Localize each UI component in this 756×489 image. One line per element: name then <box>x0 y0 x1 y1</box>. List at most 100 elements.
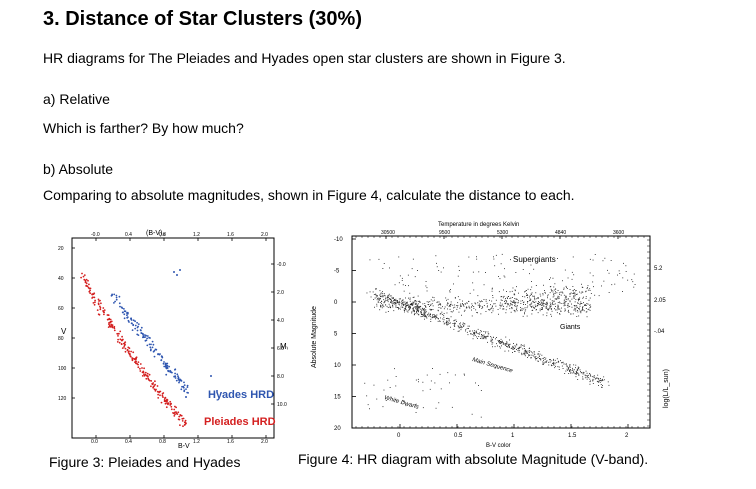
fig4-star <box>401 304 403 306</box>
fig4-star <box>503 308 505 310</box>
fig4-star <box>421 316 423 317</box>
fig4-star <box>447 372 449 374</box>
fig4-star <box>512 301 513 303</box>
fig4-star <box>569 366 571 368</box>
fig4-star <box>476 258 478 260</box>
fig4-star <box>508 350 510 352</box>
fig4-star <box>432 317 434 318</box>
fig4-star <box>415 302 417 304</box>
fig4-star <box>434 299 435 301</box>
fig4-star <box>501 253 503 255</box>
fig4-star <box>436 266 438 268</box>
fig4-star <box>495 305 497 307</box>
pleiades-star <box>126 349 129 352</box>
fig4-star <box>390 299 392 301</box>
fig4-star <box>505 300 507 302</box>
fig4-star <box>435 407 437 409</box>
fig4-star <box>517 348 519 349</box>
fig4-star <box>385 400 387 401</box>
fig4-star <box>467 334 469 336</box>
fig4-star <box>546 312 548 314</box>
pleiades-star <box>94 299 96 302</box>
fig4-star <box>388 303 390 305</box>
fig4-star <box>447 308 448 310</box>
fig4-star <box>509 343 511 345</box>
hyades-star <box>178 381 180 384</box>
fig4-star <box>402 300 403 302</box>
fig4-y-tick-label: 0 <box>334 300 338 306</box>
fig4-star <box>556 358 558 360</box>
fig4-star <box>373 294 375 295</box>
fig4-star <box>499 341 501 343</box>
fig4-star <box>522 315 524 317</box>
fig4-star <box>448 318 450 319</box>
fig4-star <box>387 298 389 300</box>
fig4-star <box>512 287 514 289</box>
fig4-star <box>535 309 537 311</box>
fig4-star <box>495 338 496 340</box>
fig4-star <box>514 289 516 291</box>
fig4-star <box>466 306 467 308</box>
hyades-star <box>176 274 178 276</box>
fig4-star <box>577 369 579 371</box>
hyades-star <box>173 271 175 273</box>
fig4-star <box>395 376 397 377</box>
fig4-star <box>440 388 442 390</box>
fig4-star <box>524 310 526 312</box>
fig4-star <box>549 298 551 300</box>
fig4-star <box>531 351 532 353</box>
pleiades-star <box>103 309 106 311</box>
fig4-star <box>503 289 504 291</box>
fig4-star <box>600 379 602 381</box>
fig4-star <box>501 341 503 343</box>
fig4-star <box>425 315 427 317</box>
fig4-star <box>535 285 537 286</box>
fig4-x-tick-label: 0.5 <box>454 433 463 439</box>
fig4-star <box>425 285 427 287</box>
fig4-star <box>419 307 420 309</box>
fig4-star <box>520 307 521 308</box>
fig4-star <box>577 311 579 313</box>
fig4-star <box>453 320 455 322</box>
fig4-star <box>422 314 424 316</box>
fig4-star <box>488 309 489 311</box>
hyades-star <box>183 390 186 393</box>
fig4-star <box>463 326 465 327</box>
pleiades-star <box>103 313 105 316</box>
fig4-star <box>498 340 499 342</box>
fig4-star <box>423 310 425 312</box>
fig4-star <box>557 360 559 362</box>
fig4-star <box>443 316 445 318</box>
fig4-star <box>501 345 502 347</box>
fig4-star <box>452 323 454 324</box>
fig4-star <box>404 307 406 309</box>
fig4-star <box>550 305 552 307</box>
fig4-star <box>514 302 516 304</box>
fig4-star <box>585 291 587 293</box>
fig4-star <box>552 359 554 361</box>
fig4-star <box>425 306 427 308</box>
hyades-star <box>126 314 128 317</box>
fig4-star <box>498 276 499 277</box>
fig4-star <box>553 300 555 302</box>
fig4-star <box>539 310 541 312</box>
fig4-star <box>553 364 555 366</box>
fig4-star <box>594 294 596 296</box>
fig4-star <box>379 302 381 303</box>
fig4-star <box>535 292 537 294</box>
fig4-star <box>383 299 385 301</box>
fig4-star <box>531 302 533 304</box>
fig4-star <box>530 303 532 305</box>
fig4-star <box>515 346 517 348</box>
fig4-star <box>578 367 580 369</box>
fig4-star <box>451 311 453 313</box>
fig4-star <box>423 313 425 314</box>
fig4-star <box>539 353 541 355</box>
fig4-star <box>557 366 559 368</box>
fig4-star <box>410 306 411 308</box>
hyades-star <box>175 379 178 382</box>
fig4-y-axis-label: Absolute Magnitude <box>311 306 318 368</box>
fig4-star <box>579 303 581 305</box>
fig4-star <box>537 297 539 299</box>
pleiades-star <box>87 286 90 289</box>
